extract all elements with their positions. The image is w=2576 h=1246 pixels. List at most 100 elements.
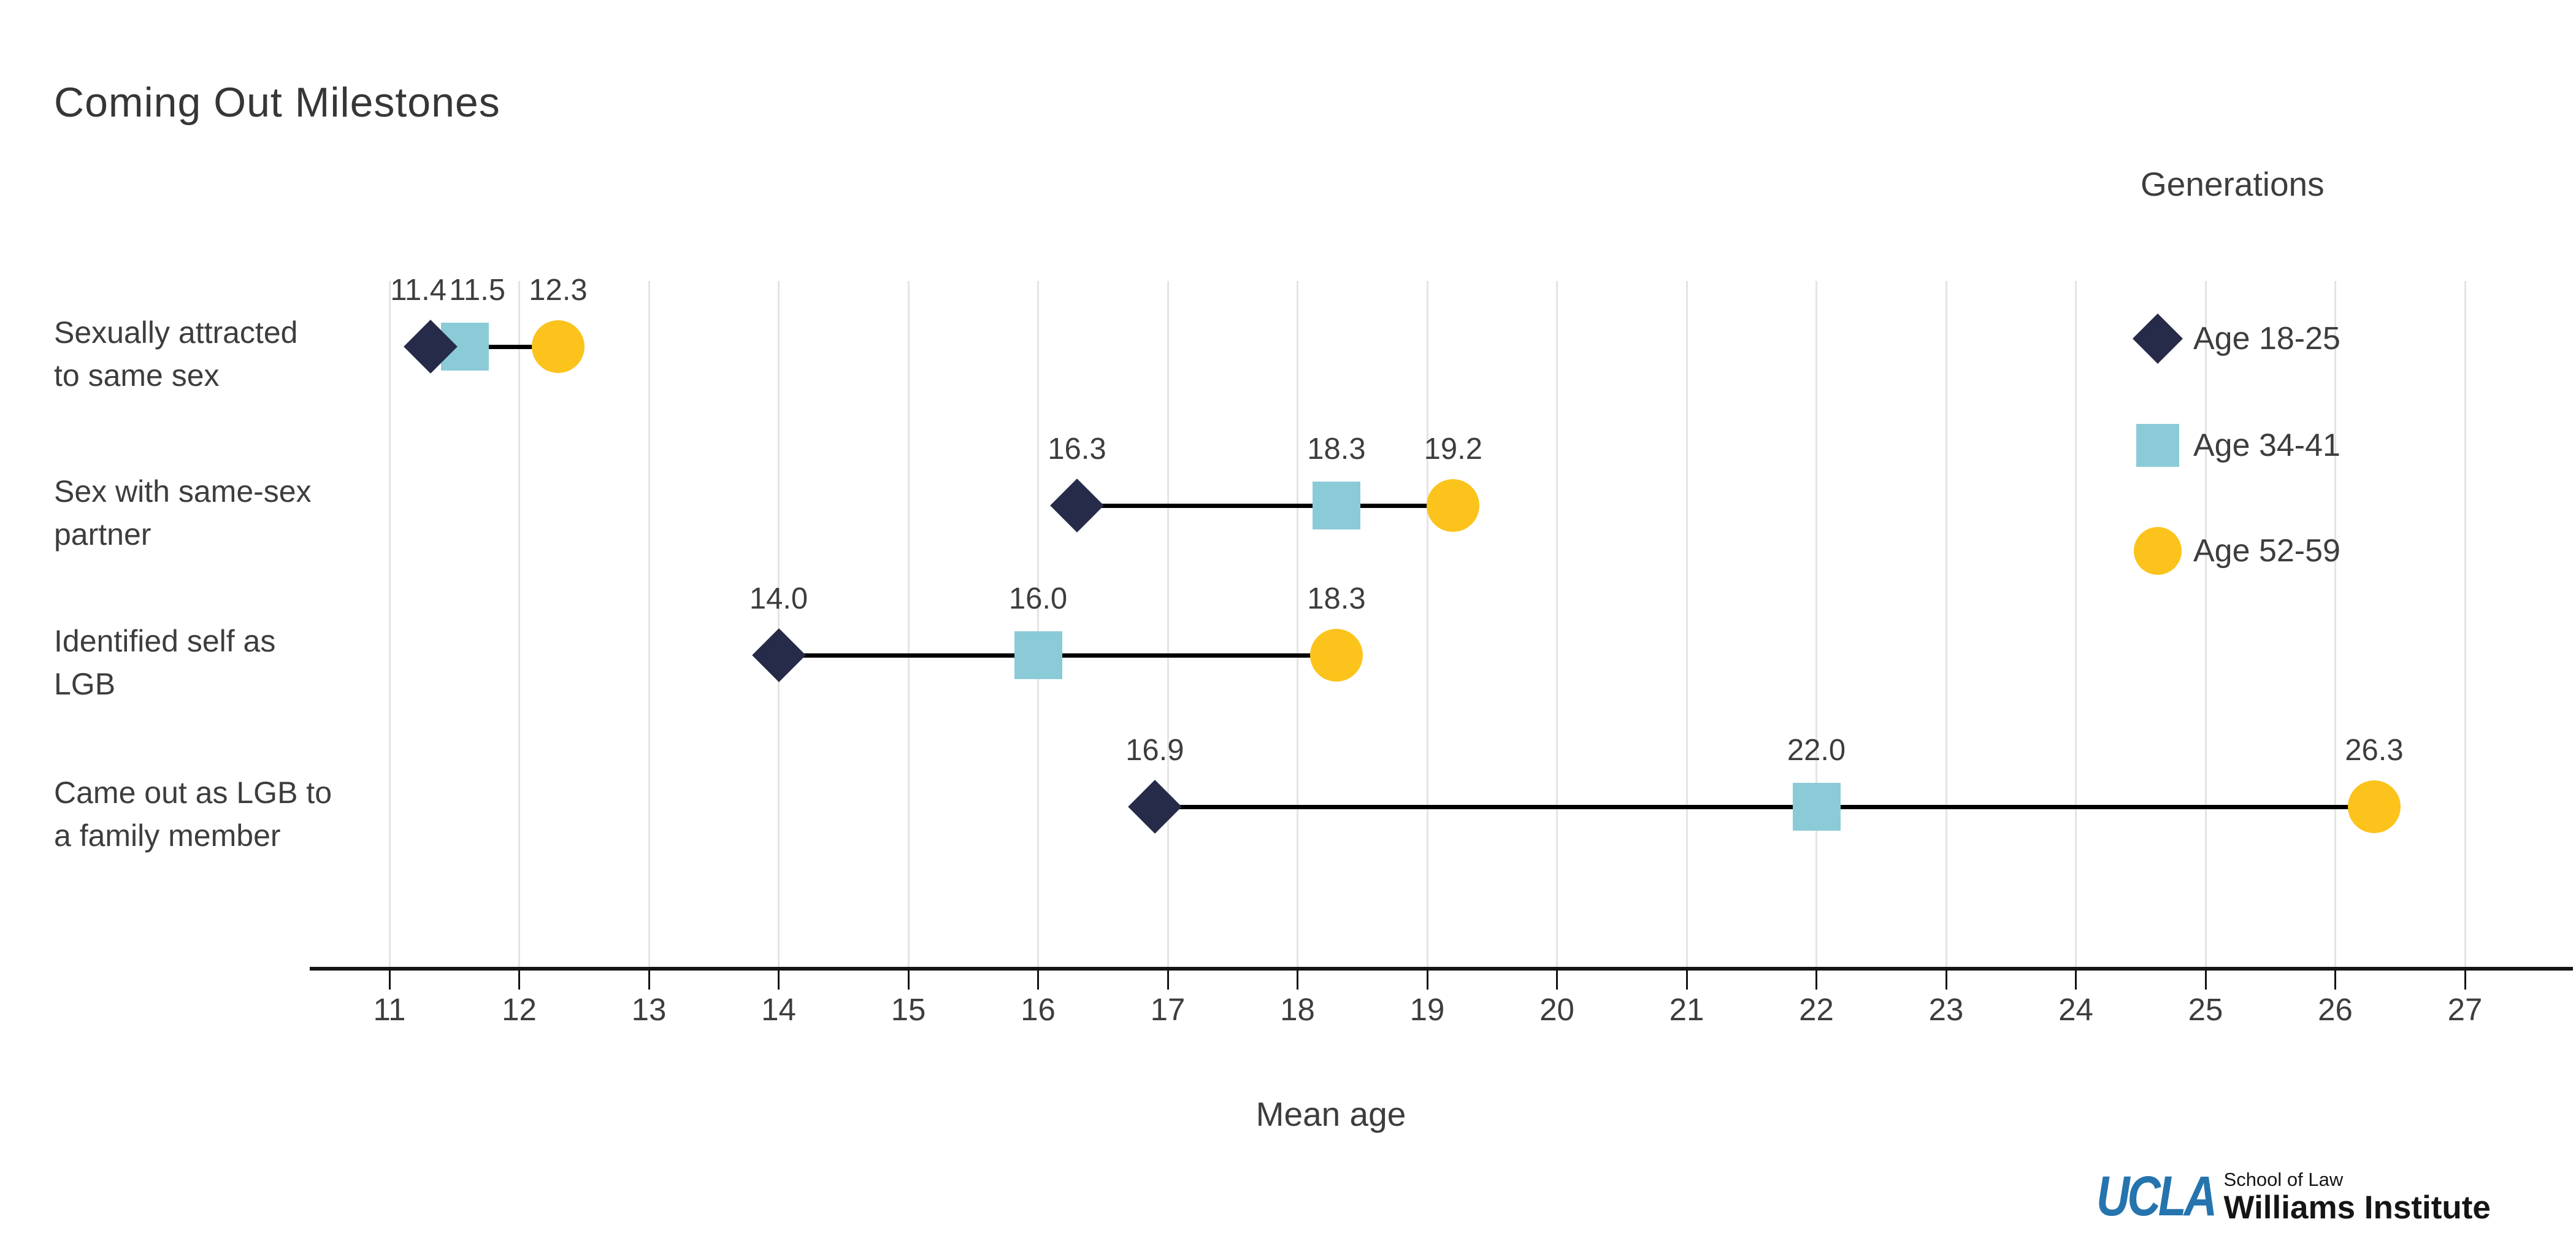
gridline xyxy=(1815,281,1817,968)
gridline xyxy=(1945,281,1947,968)
gridline xyxy=(2075,281,2077,968)
category-label: Sexually attracted to same sex xyxy=(54,311,297,397)
marker-square-age-34-41 xyxy=(1014,631,1062,679)
ucla-logo: UCLA xyxy=(2096,1165,2217,1228)
chart-title: Coming Out Milestones xyxy=(54,79,500,126)
axis-tick xyxy=(1815,971,1817,990)
axis-tick xyxy=(1685,971,1688,990)
value-label: 12.3 xyxy=(529,274,588,307)
value-label: 26.3 xyxy=(2345,734,2404,767)
gridline xyxy=(1685,281,1688,968)
category-label: Sex with same-sex partner xyxy=(54,470,312,556)
gridline xyxy=(2464,281,2466,968)
axis-tick xyxy=(1297,971,1298,990)
category-label-line: LGB xyxy=(54,667,116,701)
gridline xyxy=(778,281,780,968)
value-label: 14.0 xyxy=(749,582,808,615)
connector-line xyxy=(1076,503,1454,508)
gridline xyxy=(1037,281,1039,968)
legend-label-age-52-59: Age 52-59 xyxy=(2193,533,2340,569)
gridline xyxy=(907,281,910,968)
marker-diamond-age-18-25 xyxy=(1050,479,1104,533)
value-label: 18.3 xyxy=(1307,582,1366,615)
axis-tick xyxy=(518,971,520,990)
category-label-line: Sex with same-sex xyxy=(54,474,312,509)
value-label: 16.9 xyxy=(1125,734,1184,767)
value-label: 11.4 xyxy=(390,274,447,307)
legend-marker-circle-icon xyxy=(2134,527,2182,575)
axis-tick xyxy=(2075,971,2077,990)
legend-marker-diamond-icon xyxy=(2132,313,2183,364)
axis-tick xyxy=(907,971,910,990)
axis-tick xyxy=(2204,971,2207,990)
axis-tick xyxy=(388,971,391,990)
gridline xyxy=(1297,281,1298,968)
value-label: 22.0 xyxy=(1787,734,1846,767)
logo-text-block: School of Law Williams Institute xyxy=(2224,1166,2491,1226)
x-tick-label: 21 xyxy=(1669,992,1704,1027)
x-tick-label: 12 xyxy=(502,992,537,1027)
x-tick-label: 11 xyxy=(373,992,406,1027)
legend-label-age-18-25: Age 18-25 xyxy=(2193,321,2340,356)
x-tick-label: 26 xyxy=(2318,992,2353,1027)
x-tick-label: 14 xyxy=(761,992,796,1027)
category-label-line: partner xyxy=(54,517,151,552)
gridline xyxy=(388,281,391,968)
category-label-line: Identified self as xyxy=(54,624,276,658)
category-label-line: Sexually attracted xyxy=(54,315,298,350)
marker-circle-age-52-59 xyxy=(531,320,585,373)
x-tick-label: 15 xyxy=(891,992,926,1027)
x-tick-label: 24 xyxy=(2058,992,2093,1027)
axis-tick xyxy=(778,971,780,990)
marker-square-age-34-41 xyxy=(1312,482,1360,529)
axis-tick xyxy=(1037,971,1039,990)
williams-institute-logo: UCLA School of Law Williams Institute xyxy=(2096,1166,2491,1227)
axis-tick xyxy=(1945,971,1947,990)
connector-line xyxy=(1154,804,2374,809)
axis-tick xyxy=(2464,971,2466,990)
value-label: 11.5 xyxy=(449,274,506,307)
gridline xyxy=(1426,281,1428,968)
gridline xyxy=(2204,281,2207,968)
category-label: Came out as LGB to a family member xyxy=(54,771,332,857)
axis-tick xyxy=(1556,971,1558,990)
category-label-line: to same sex xyxy=(54,358,220,393)
williams-institute-label: Williams Institute xyxy=(2223,1190,2491,1226)
marker-square-age-34-41 xyxy=(1792,783,1841,831)
school-of-law-label: School of Law xyxy=(2223,1169,2344,1190)
category-label-line: Came out as LGB to xyxy=(54,775,332,810)
gridline xyxy=(2334,281,2336,968)
gridline xyxy=(1556,281,1558,968)
gridline xyxy=(518,281,520,968)
gridline xyxy=(1167,281,1169,968)
value-label: 16.3 xyxy=(1048,433,1106,466)
axis-tick xyxy=(648,971,650,990)
marker-circle-age-52-59 xyxy=(1427,479,1480,532)
marker-diamond-age-18-25 xyxy=(751,628,806,682)
value-label: 16.0 xyxy=(1008,582,1068,615)
axis-tick xyxy=(1167,971,1169,990)
category-label: Identified self as LGB xyxy=(54,620,275,706)
x-tick-label: 19 xyxy=(1409,992,1445,1027)
legend-label-age-34-41: Age 34-41 xyxy=(2193,428,2340,463)
x-tick-label: 27 xyxy=(2447,992,2483,1027)
connector-line xyxy=(431,344,558,349)
marker-circle-age-52-59 xyxy=(1309,629,1363,682)
gridline xyxy=(648,281,650,968)
x-tick-label: 16 xyxy=(1021,992,1056,1027)
legend-marker-square-icon xyxy=(2136,424,2179,467)
marker-circle-age-52-59 xyxy=(2347,780,2401,833)
x-tick-label: 20 xyxy=(1539,992,1574,1027)
category-label-line: a family member xyxy=(54,818,281,853)
value-label: 19.2 xyxy=(1424,433,1482,466)
x-tick-label: 18 xyxy=(1280,992,1315,1027)
x-axis-title: Mean age xyxy=(1255,1095,1406,1133)
x-axis-line xyxy=(310,967,2573,971)
axis-tick xyxy=(1426,971,1428,990)
x-tick-label: 17 xyxy=(1150,992,1186,1027)
x-tick-label: 13 xyxy=(631,992,667,1027)
x-tick-label: 23 xyxy=(1928,992,1964,1027)
legend-title: Generations xyxy=(2141,165,2325,203)
axis-tick xyxy=(2334,971,2336,990)
